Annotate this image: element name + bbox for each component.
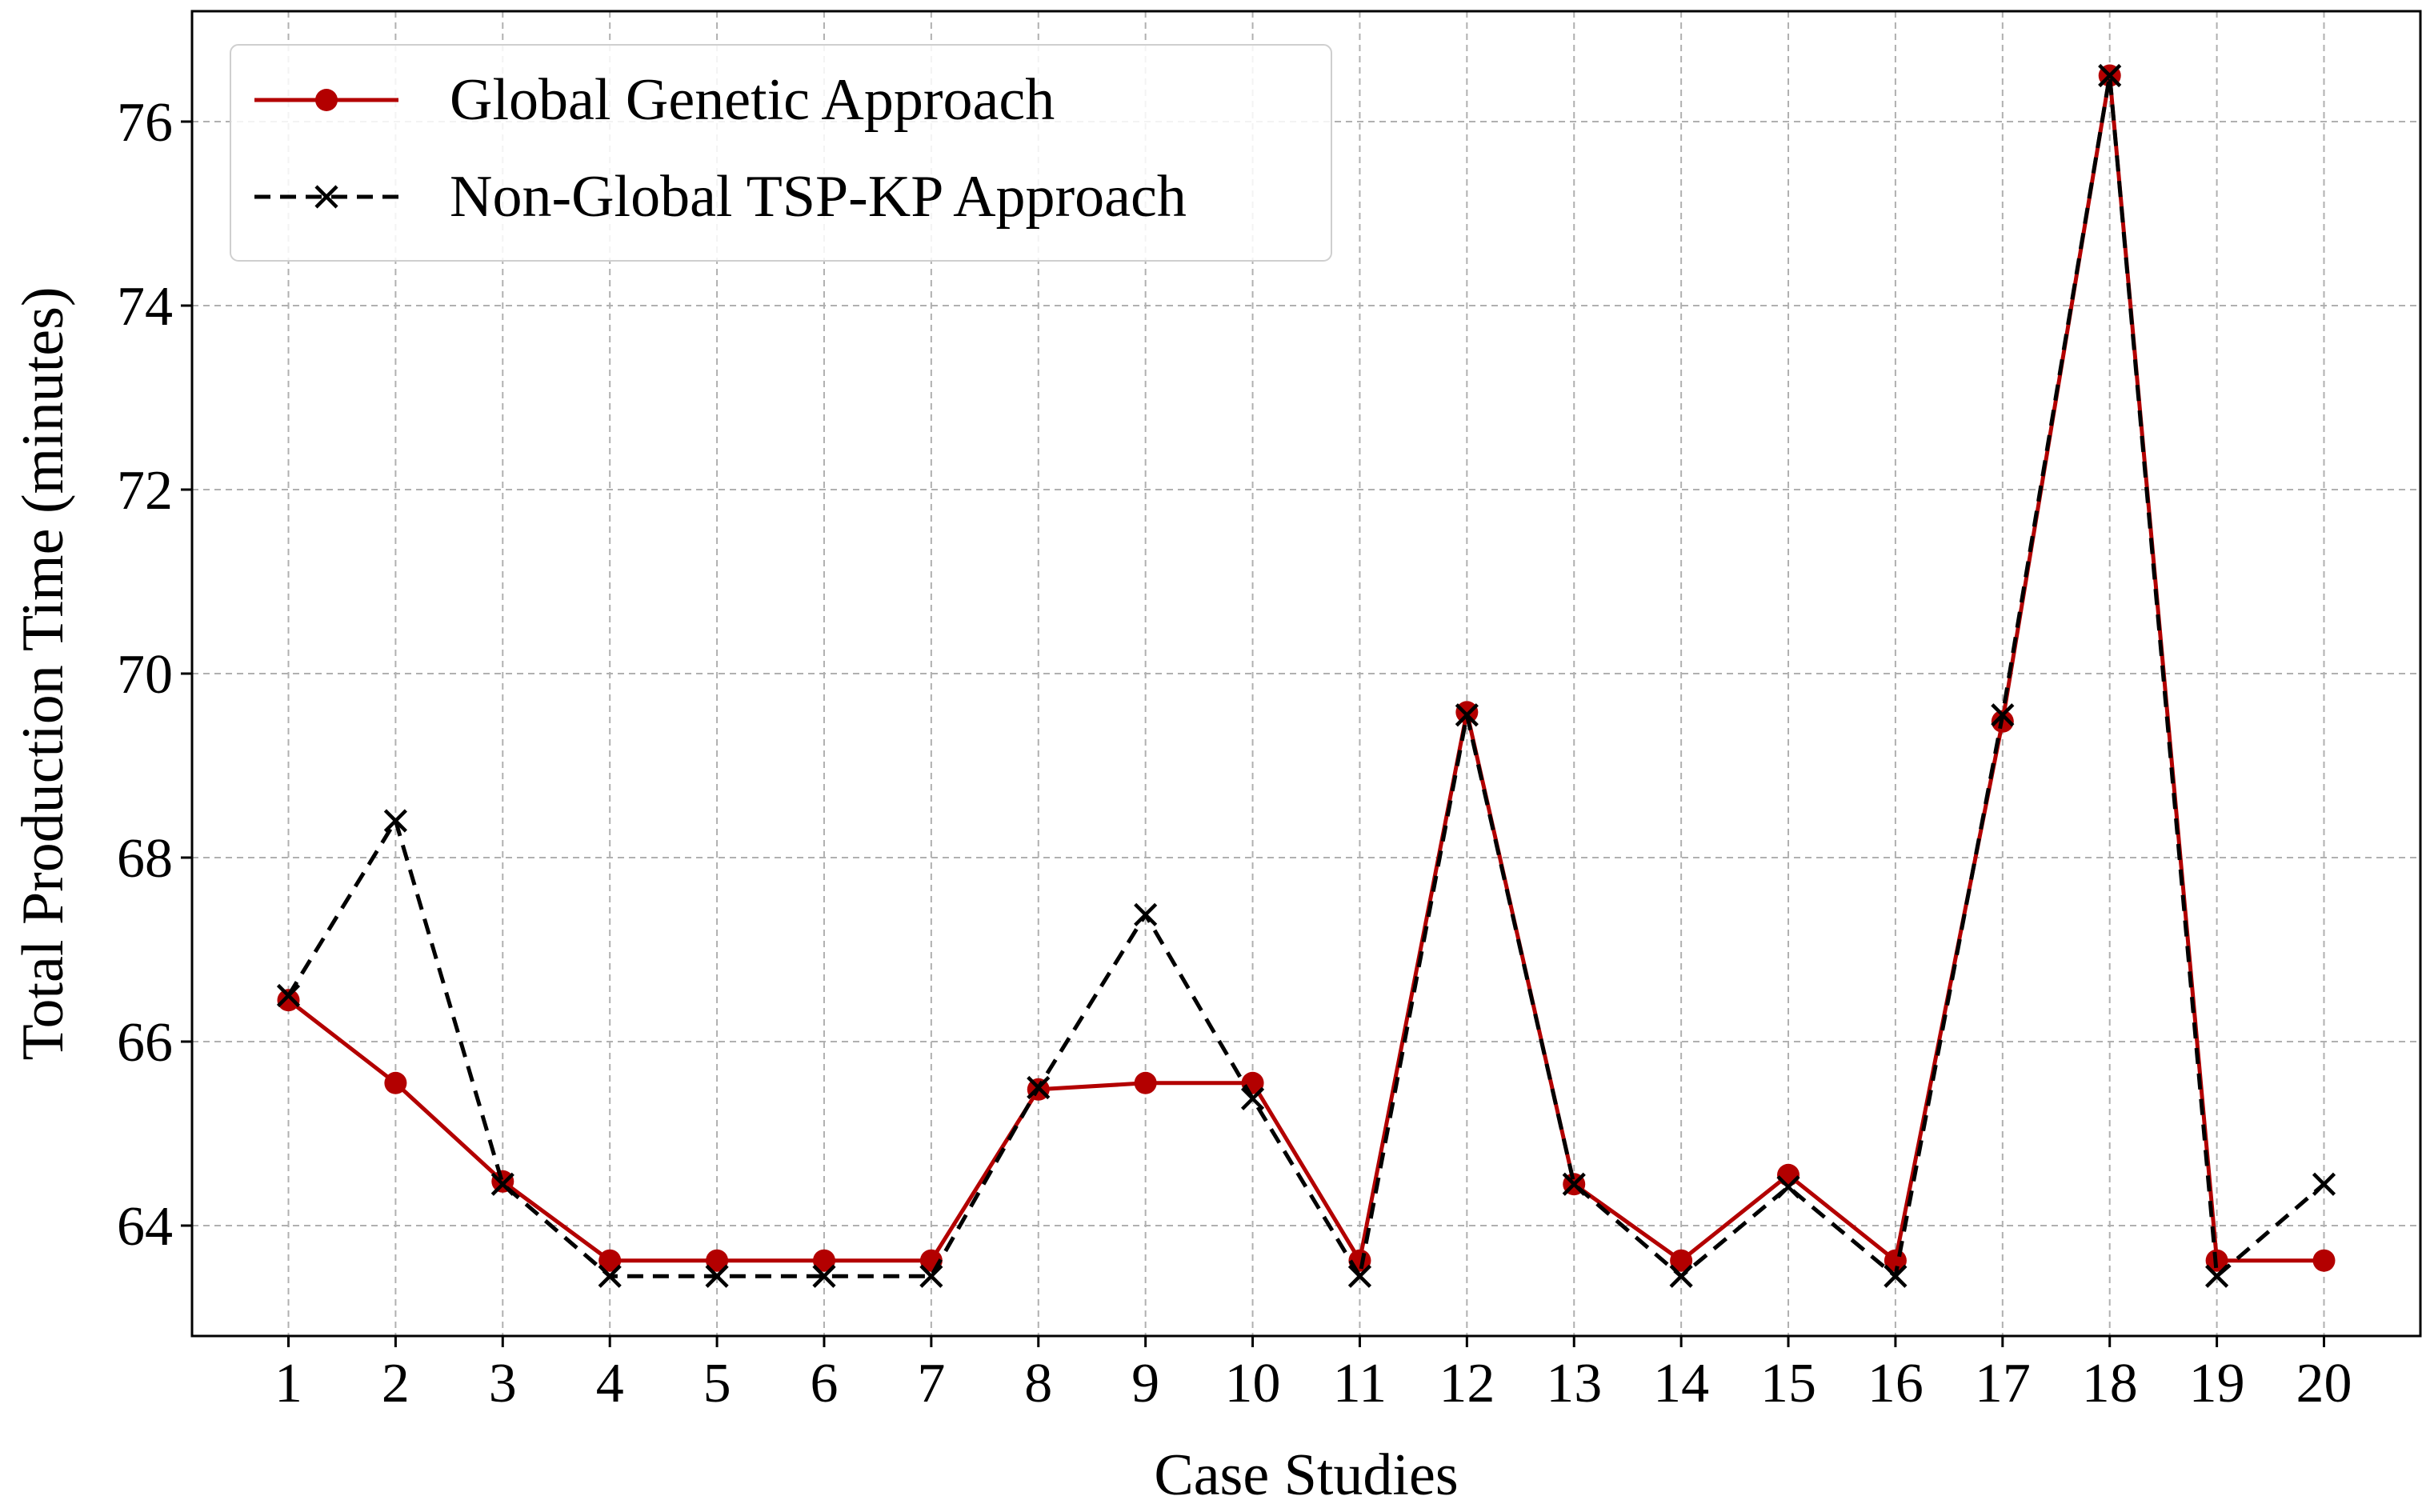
data-point-non-global-tsp-kp — [1347, 1264, 1372, 1288]
x-axis: 1 2 3 4 5 6 7 8 9 10 11 12 13 14 15 16 17 18 19 20 — [274, 1336, 2352, 1414]
data-point-non-global-tsp-kp — [812, 1264, 836, 1288]
y-tick-label: 68 — [117, 828, 173, 890]
data-point-non-global-tsp-kp — [2312, 1172, 2336, 1196]
x-tick-label: 7 — [917, 1353, 945, 1414]
y-axis: 64 66 68 70 72 74 76 — [117, 92, 192, 1258]
data-point-non-global-tsp-kp — [1991, 703, 2015, 727]
y-tick-label: 70 — [117, 644, 173, 706]
legend: Global Genetic Approach Non-Global TSP-K… — [230, 44, 1332, 262]
data-point-global-genetic — [1670, 1249, 1693, 1272]
y-tick-label: 76 — [117, 92, 173, 154]
data-point-non-global-tsp-kp — [1240, 1086, 1265, 1110]
data-point-global-genetic — [1134, 1071, 1157, 1094]
data-point-non-global-tsp-kp — [1027, 1075, 1051, 1100]
data-point-global-genetic — [812, 1249, 835, 1272]
y-tick-label: 64 — [117, 1196, 173, 1258]
legend-label-non-global-tsp-kp: Non-Global TSP-KP Approach — [450, 164, 1187, 230]
x-tick-label: 8 — [1024, 1353, 1052, 1414]
data-point-non-global-tsp-kp — [1134, 902, 1158, 926]
x-axis-title: Case Studies — [1154, 1442, 1458, 1508]
x-tick-label: 2 — [382, 1353, 410, 1414]
x-tick-label: 17 — [1975, 1353, 2031, 1414]
x-tick-label: 4 — [596, 1353, 624, 1414]
data-point-non-global-tsp-kp — [490, 1172, 514, 1196]
data-point-non-global-tsp-kp — [2205, 1264, 2229, 1288]
data-point-non-global-tsp-kp — [919, 1264, 943, 1288]
x-tick-label: 14 — [1653, 1353, 1709, 1414]
series-line-non-global-tsp-kp — [286, 74, 2326, 1278]
x-tick-label: 18 — [2082, 1353, 2138, 1414]
x-tick-label: 10 — [1225, 1353, 1281, 1414]
data-point-global-genetic — [1777, 1163, 1800, 1186]
x-tick-label: 3 — [489, 1353, 517, 1414]
data-point-non-global-tsp-kp — [383, 809, 407, 833]
data-point-non-global-tsp-kp — [598, 1264, 622, 1288]
legend-entry-non-global-tsp-kp: Non-Global TSP-KP Approach — [254, 164, 1187, 230]
y-axis-title: Total Production Time (minutes) — [10, 286, 76, 1060]
x-tick-label: 15 — [1760, 1353, 1816, 1414]
legend-entry-global-genetic: Global Genetic Approach — [254, 67, 1055, 133]
series-line-global-genetic — [286, 74, 2324, 1263]
data-point-non-global-tsp-kp — [276, 983, 301, 1008]
data-point-non-global-tsp-kp — [705, 1264, 729, 1288]
x-tick-label: 19 — [2189, 1353, 2245, 1414]
data-point-non-global-tsp-kp — [1776, 1175, 1800, 1199]
y-tick-label: 72 — [117, 460, 173, 522]
x-tick-label: 13 — [1546, 1353, 1602, 1414]
series-layer — [276, 63, 2336, 1288]
data-point-global-genetic — [598, 1249, 622, 1272]
data-point-non-global-tsp-kp — [1884, 1264, 1908, 1288]
data-point-global-genetic — [2312, 1249, 2336, 1272]
data-point-global-genetic — [277, 989, 300, 1012]
y-tick-label: 66 — [117, 1012, 173, 1074]
x-tick-label: 16 — [1868, 1353, 1924, 1414]
legend-marker-global-genetic — [315, 89, 338, 111]
x-tick-label: 9 — [1131, 1353, 1159, 1414]
data-point-non-global-tsp-kp — [1669, 1264, 1693, 1288]
data-point-non-global-tsp-kp — [1562, 1172, 1586, 1196]
y-tick-label: 74 — [117, 276, 173, 338]
x-tick-label: 11 — [1333, 1353, 1387, 1414]
x-tick-label: 6 — [810, 1353, 838, 1414]
x-tick-label: 5 — [703, 1353, 731, 1414]
x-tick-label: 20 — [2296, 1353, 2352, 1414]
legend-label-global-genetic: Global Genetic Approach — [450, 67, 1055, 133]
legend-marker-non-global-tsp-kp — [314, 185, 338, 209]
x-tick-label: 1 — [274, 1353, 302, 1414]
data-point-global-genetic — [384, 1071, 407, 1094]
data-point-non-global-tsp-kp — [1455, 703, 1479, 727]
data-point-global-genetic — [1455, 701, 1479, 724]
legend-box — [230, 44, 1332, 262]
data-point-global-genetic — [706, 1249, 729, 1272]
x-tick-label: 12 — [1439, 1353, 1495, 1414]
data-point-non-global-tsp-kp — [2098, 63, 2122, 88]
